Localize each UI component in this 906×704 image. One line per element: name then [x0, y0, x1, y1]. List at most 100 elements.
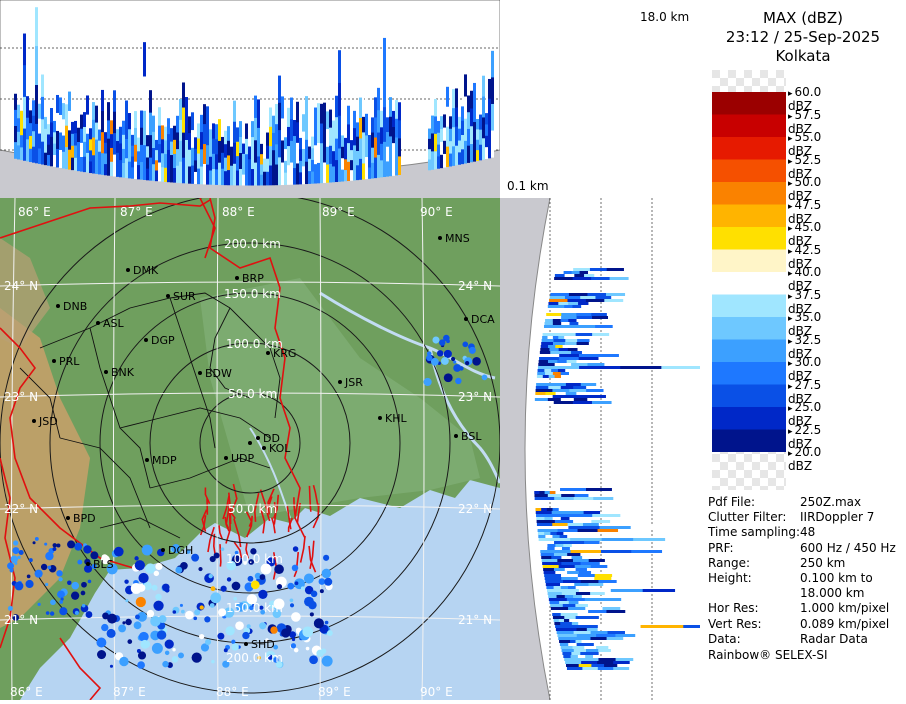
scale-label-text: 22.5 dBZ — [788, 422, 822, 451]
city-dot — [166, 294, 170, 298]
meta-value: Radar Data — [800, 631, 868, 646]
city-dot — [52, 359, 56, 363]
lat-label-right: 23° N — [458, 390, 492, 404]
footer-credit: Rainbow® SELEX-SI — [708, 648, 828, 662]
city-label: ASL — [103, 317, 125, 330]
precipitation-echoes — [7, 334, 488, 669]
scale-label-text: 37.5 dBZ — [788, 287, 822, 316]
city-label: DGH — [168, 544, 193, 557]
city-label: BRP — [242, 272, 264, 285]
scale-label: ▸ 52.5 dBZ — [788, 154, 821, 180]
range-label-south: 100.0 km — [226, 552, 283, 566]
tick-arrow-icon: ▸ — [788, 224, 793, 234]
city-dot — [235, 276, 239, 280]
lon-label-bottom: 90° E — [420, 685, 453, 699]
scale-label-text: 27.5 dBZ — [788, 377, 822, 406]
lon-label-bottom: 87° E — [113, 685, 146, 699]
city-dot — [338, 380, 342, 384]
product-title: MAX (dBZ) — [762, 9, 844, 27]
meta-key: Time sampling: — [708, 525, 801, 540]
top-profile-echoes — [14, 7, 494, 186]
radar-map[interactable]: 86° E 87° E 88° E 89° E 90° E 86° E 87° … — [0, 198, 500, 700]
scale-label: ▸ 40.0 dBZ — [788, 266, 821, 292]
scale-label-text: 20.0 dBZ — [788, 445, 822, 473]
meta-value: 0.089 km/pixel — [800, 616, 890, 631]
tick-arrow-icon: ▸ — [788, 134, 793, 144]
meta-key: Range: — [708, 555, 751, 570]
city-dot — [266, 351, 270, 355]
tick-arrow-icon: ▸ — [788, 336, 793, 347]
city-label: BDW — [205, 367, 232, 380]
scale-label-text: 42.5 dBZ — [788, 242, 822, 271]
lat-label-left: 21° N — [4, 613, 38, 627]
city-dot — [161, 548, 165, 552]
tick-arrow-icon: ▸ — [788, 426, 793, 437]
city-dot — [464, 317, 468, 321]
scale-label: ▸ 57.5 dBZ — [788, 109, 821, 135]
scale-swatch — [712, 294, 786, 317]
city-label: MDP — [152, 454, 177, 467]
city-label: BNK — [111, 366, 135, 379]
scale-label: ▸ 47.5 dBZ — [788, 199, 821, 225]
city-dot — [454, 434, 458, 438]
range-rings — [0, 198, 500, 694]
city-label: DD — [263, 432, 280, 445]
meta-value: 250Z.max — [800, 495, 862, 509]
radar-map-canvas[interactable]: 86° E 87° E 88° E 89° E 90° E 86° E 87° … — [0, 198, 500, 700]
tick-arrow-icon: ▸ — [788, 449, 793, 459]
scale-label-text: 35.0 dBZ — [788, 310, 822, 338]
profile-top-height-label: 18.0 km — [640, 10, 690, 24]
range-label-south: 200.0 km — [226, 651, 283, 665]
city-dot — [126, 268, 130, 272]
city-label: BLS — [93, 558, 114, 571]
meta-value: 48 — [800, 525, 816, 540]
city-label: PRL — [59, 355, 80, 368]
tick-arrow-icon: ▸ — [788, 89, 793, 99]
scale-swatch — [712, 384, 786, 407]
city-label: DGP — [151, 334, 175, 347]
color-scale — [712, 70, 786, 490]
legend-panel: MAX (dBZ) 23:12 / 25-Sep-2025 Kolkata ▸ 6… — [700, 0, 906, 700]
city-label: BPD — [73, 512, 96, 525]
city-dot — [224, 456, 228, 460]
scale-swatch — [712, 429, 786, 452]
city-dot — [104, 370, 108, 374]
city-label: KHL — [385, 412, 407, 425]
top-height-profile — [0, 0, 501, 199]
scale-swatch — [712, 362, 786, 385]
scale-label-text: 30.0 dBZ — [788, 355, 822, 383]
meta-value: IIRDoppler 7 — [800, 510, 875, 525]
lon-label-bottom: 88° E — [216, 685, 249, 699]
range-label-south: 50.0 km — [228, 502, 277, 516]
scale-label: ▸ 20.0 dBZ — [788, 446, 821, 472]
meta-value: 250 km — [800, 555, 846, 570]
city-dot — [86, 562, 90, 566]
lat-label-left: 22° N — [4, 502, 38, 516]
city-label: KRG — [273, 347, 296, 360]
color-scale-bar — [712, 70, 786, 490]
scale-label: ▸ 45.0 dBZ — [788, 221, 821, 247]
city-label: KOL — [269, 442, 291, 455]
city-dot — [198, 371, 202, 375]
city-markers: MNS DMK BRP DNB SUR ASL DGP DCA KRG PRL BNK BDW JSR J… — [32, 232, 495, 651]
scale-label-text: 40.0 dBZ — [788, 265, 822, 293]
radar-site-marker — [248, 441, 252, 445]
meta-key: Height: — [708, 571, 752, 585]
lon-label-top: 86° E — [18, 205, 51, 219]
lat-label-right: 24° N — [458, 279, 492, 293]
city-label: DNB — [63, 300, 87, 313]
lon-label-top: 89° E — [322, 205, 355, 219]
side-profile-echoes — [534, 268, 727, 670]
tick-arrow-icon: ▸ — [788, 314, 793, 324]
meta-value: 600 Hz / 450 Hz — [800, 540, 896, 555]
sundarbans-channels — [199, 483, 320, 580]
scale-label: ▸ 30.0 dBZ — [788, 356, 821, 382]
lon-label-bottom: 86° E — [10, 685, 43, 699]
scale-label-text: 60.0 dBZ — [788, 85, 822, 113]
tick-arrow-icon: ▸ — [788, 291, 793, 302]
scale-label-text: 45.0 dBZ — [788, 220, 822, 248]
scale-swatch — [712, 317, 786, 340]
meta-key: Hor Res: — [708, 601, 759, 616]
tick-arrow-icon: ▸ — [788, 111, 793, 122]
lon-label-bottom: 89° E — [318, 685, 351, 699]
